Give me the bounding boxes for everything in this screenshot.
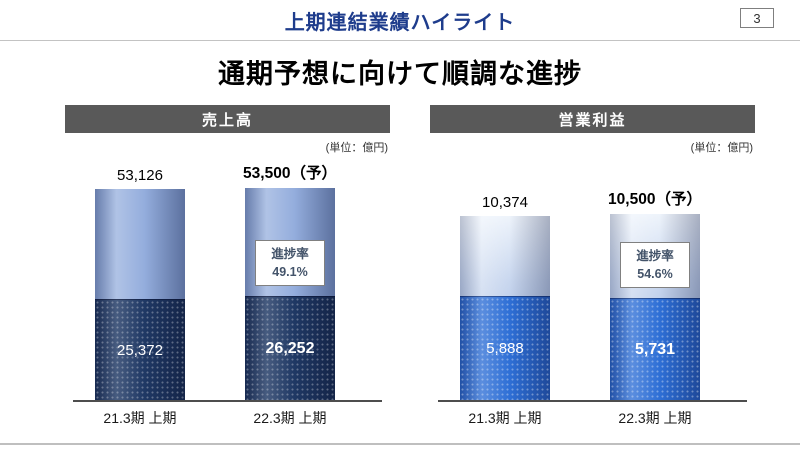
bar-lower-label: 5,888 [486,340,524,357]
x-axis-label: 22.3期 上期 [618,410,692,426]
chart-header-sales-label: 売上高 [201,111,253,129]
bar-profit-prior: 5,888 [460,216,550,400]
slide-subtitle: 通期予想に向けて順調な進捗 [218,59,582,89]
chart-header-profit: 営業利益 [430,105,755,133]
progress-box: 進捗率 54.6% [620,241,690,288]
bar-lower-label: 26,252 [265,339,315,357]
unit-label-profit: (単位：億円) [690,142,753,154]
bar-lower-segment: 5,888 [460,296,550,400]
bar-total-label: 53,500（予） [243,165,337,182]
bar-group-sales-prior: 53,126 25,372 [95,167,185,400]
chart-section-profit: 営業利益 (単位：億円) 10,374 5,888 10,500（予） 5,73… [430,105,755,430]
bar-sales-current: 26,252 進捗率 49.1% [245,188,335,400]
unit-label-sales: (単位：億円) [325,142,388,154]
bar-group-profit-current: 10,500（予） 5,731 進捗率 54.6% [608,187,702,400]
x-axis-label: 21.3期 上期 [468,410,542,426]
bar-total-label: 10,500（予） [608,191,702,208]
bar-profit-current: 5,731 進捗率 54.6% [610,214,700,400]
bar-group-profit-prior: 10,374 5,888 [460,194,550,400]
x-axis-line [73,400,382,402]
bar-lower-segment: 5,731 [610,298,700,400]
x-axis-line [438,400,747,402]
page-title: 上期連結業績ハイライト [284,11,516,34]
page-number-box: 3 [740,8,774,28]
progress-box: 進捗率 49.1% [255,239,325,286]
progress-value: 49.1% [272,264,308,279]
bar-sales-prior: 25,372 [95,189,185,400]
bar-lower-segment: 25,372 [95,299,185,400]
chart-header-profit-label: 営業利益 [558,111,627,129]
bar-lower-label: 25,372 [117,341,163,359]
slide-bottom-rule [0,443,800,445]
chart-section-sales: 売上高 (単位：億円) 53,126 25,372 53,500（予） 26,2… [65,105,390,430]
bar-lower-segment: 26,252 [245,296,335,400]
chart-header-sales: 売上高 [65,105,390,133]
bar-total-label: 53,126 [117,167,163,184]
page-number: 3 [753,10,761,26]
x-axis-label: 21.3期 上期 [103,410,177,426]
slide-header: 上期連結業績ハイライト [0,0,800,41]
bar-lower-label: 5,731 [634,340,676,358]
bar-total-label: 10,374 [482,194,528,211]
progress-title: 進捗率 [271,246,309,261]
x-axis-label: 22.3期 上期 [253,410,327,426]
progress-value: 54.6% [637,266,673,281]
bar-group-sales-current: 53,500（予） 26,252 進捗率 49.1% [243,161,337,400]
progress-title: 進捗率 [636,248,674,263]
